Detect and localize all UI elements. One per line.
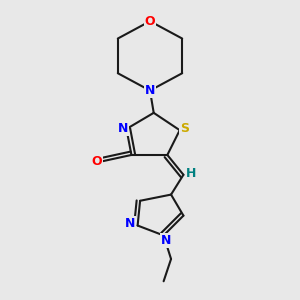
Text: H: H — [186, 167, 196, 180]
Text: N: N — [145, 84, 155, 97]
Text: N: N — [118, 122, 128, 135]
Text: N: N — [125, 217, 135, 230]
Text: O: O — [92, 154, 102, 168]
Text: O: O — [145, 15, 155, 28]
Text: S: S — [180, 122, 189, 135]
Text: N: N — [161, 234, 171, 247]
